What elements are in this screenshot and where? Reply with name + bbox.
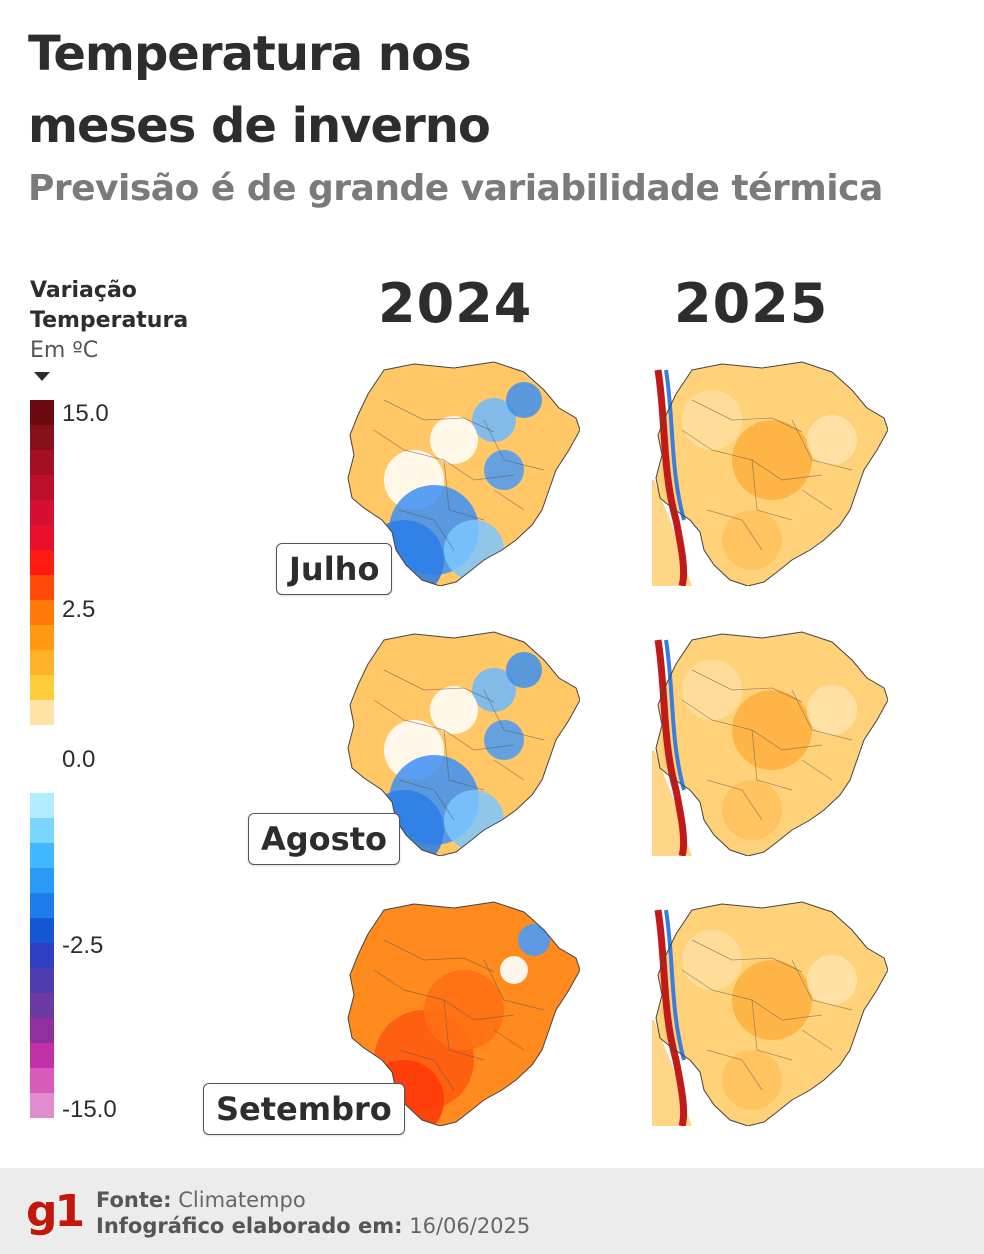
legend-swatch-warm <box>30 575 54 600</box>
map-setembro-2024 <box>347 901 580 1126</box>
footer-date: Infográfico elaborado em: 16/06/2025 <box>96 1214 530 1238</box>
legend-swatch-cool <box>30 1043 54 1068</box>
year-header-2025: 2025 <box>674 272 829 335</box>
footer: g1 Fonte: Climatempo Infográfico elabora… <box>0 1168 984 1254</box>
legend-swatch-warm <box>30 550 54 575</box>
legend-swatch-warm <box>30 675 54 700</box>
month-label-julho: Julho <box>276 543 393 595</box>
footer-source: Fonte: Climatempo <box>96 1188 306 1212</box>
map-agosto-2025 <box>652 631 888 856</box>
title-line-2: meses de inverno <box>28 98 491 154</box>
legend-swatch-warm <box>30 700 54 725</box>
legend-swatch-cool <box>30 793 54 818</box>
footer-date-label: Infográfico elaborado em: <box>96 1214 403 1238</box>
legend-swatch-warm <box>30 600 54 625</box>
legend-tick-zero: 0.0 <box>62 746 96 773</box>
legend-tick-min: -15.0 <box>62 1096 117 1123</box>
legend-swatch-warm <box>30 525 54 550</box>
page-title: Temperatura nos meses de inverno <box>28 18 728 162</box>
map-agosto-2024 <box>347 631 580 856</box>
legend-swatch-warm <box>30 475 54 500</box>
legend-swatch-cool <box>30 893 54 918</box>
legend-swatch-warm <box>30 425 54 450</box>
legend-tick-warm: 2.5 <box>62 596 96 623</box>
map-setembro-2025 <box>652 901 888 1126</box>
g1-logo: g1 <box>26 1186 85 1237</box>
month-label-setembro: Setembro <box>203 1083 405 1135</box>
legend-tick-cool: -2.5 <box>62 932 104 959</box>
legend-swatch-cool <box>30 1018 54 1043</box>
page-subtitle: Previsão é de grande variabilidade térmi… <box>28 168 883 209</box>
legend-swatch-cool <box>30 993 54 1018</box>
month-label-agosto: Agosto <box>248 813 400 865</box>
legend-tick-max: 15.0 <box>62 400 109 427</box>
legend-title-line-1: Variação <box>30 278 137 303</box>
footer-date-value: 16/06/2025 <box>409 1214 531 1238</box>
legend-swatch-cool <box>30 868 54 893</box>
legend-swatch-cool <box>30 843 54 868</box>
legend-swatch-cool <box>30 1093 54 1118</box>
legend-title-line-2: Temperatura <box>30 308 189 333</box>
legend-title: Variação Temperatura <box>30 276 188 336</box>
legend-swatch-warm <box>30 450 54 475</box>
legend-swatch-cool <box>30 943 54 968</box>
legend-arrow-icon <box>34 372 50 381</box>
title-line-1: Temperatura nos <box>28 26 472 82</box>
legend-unit: Em ºC <box>30 338 99 363</box>
legend-swatch-warm <box>30 650 54 675</box>
footer-source-label: Fonte: <box>96 1188 172 1212</box>
footer-source-value: Climatempo <box>178 1188 306 1212</box>
map-julho-2025 <box>652 361 888 586</box>
legend-swatch-cool <box>30 818 54 843</box>
legend-swatch-warm <box>30 625 54 650</box>
legend-swatch-cool <box>30 968 54 993</box>
year-header-2024: 2024 <box>378 272 533 335</box>
legend-swatch-cool <box>30 918 54 943</box>
legend-swatch-cool <box>30 1068 54 1093</box>
legend-swatch-warm <box>30 500 54 525</box>
legend-swatch-warm <box>30 400 54 425</box>
